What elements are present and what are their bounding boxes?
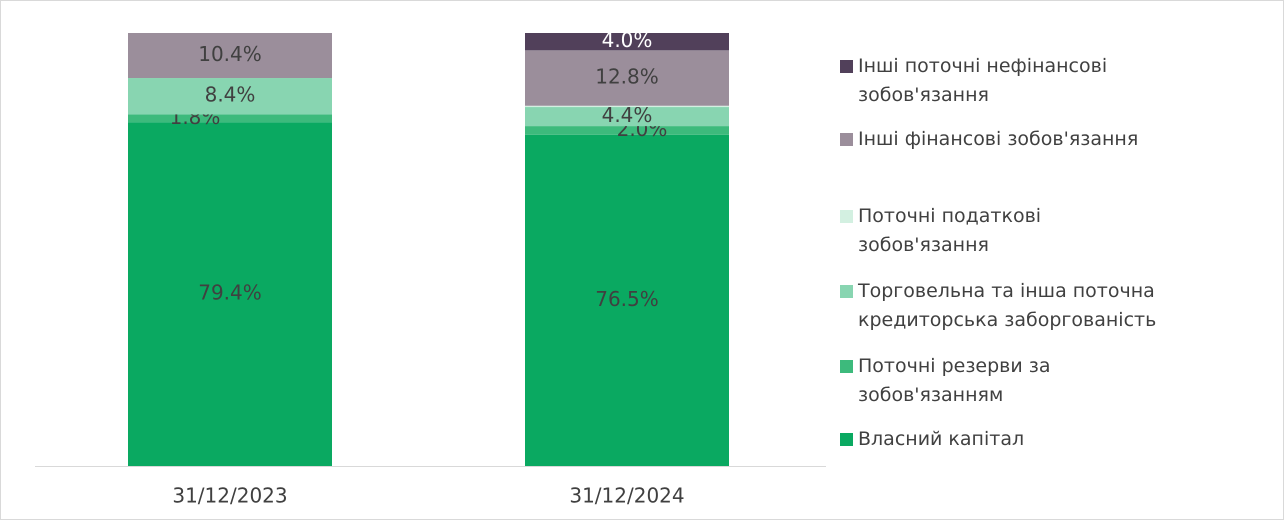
legend-entry: Власний капітал: [840, 425, 1220, 454]
bar-segment: [128, 33, 332, 79]
legend-swatch: [840, 210, 853, 223]
bar-segment: [525, 126, 729, 135]
legend-swatch: [840, 285, 853, 298]
data-label: 4.4%: [602, 103, 653, 127]
data-label: 4.0%: [602, 28, 653, 52]
legend-swatch: [840, 133, 853, 146]
bar-segment: [128, 114, 332, 123]
legend-swatch: [840, 60, 853, 73]
legend-label: Торговельна та інша поточна кредиторська…: [858, 280, 1157, 331]
bar-segment: [525, 134, 729, 466]
data-label: 76.5%: [595, 287, 659, 311]
legend-entry: Поточні резерви за зобов'язанням: [840, 352, 1220, 410]
data-label: 79.4%: [198, 281, 262, 305]
legend-label: Поточні резерви за зобов'язанням: [858, 355, 1051, 406]
legend-label: Поточні податкові зобов'язання: [858, 205, 1042, 256]
bar-segment: [128, 122, 332, 466]
legend-entry: Інші поточні нефінансові зобов'язання: [840, 52, 1220, 110]
legend-swatch: [840, 360, 853, 373]
data-label: 8.4%: [205, 83, 256, 107]
bar-segment: [525, 33, 729, 51]
legend-entry: Інші фінансові зобов'язання: [840, 125, 1220, 154]
bar-segment: [525, 105, 729, 108]
legend-swatch: [840, 433, 853, 446]
bar-segment: [128, 78, 332, 115]
legend-entry: Торговельна та інша поточна кредиторська…: [840, 277, 1220, 335]
legend-label: Інші поточні нефінансові зобов'язання: [858, 55, 1108, 106]
bar-segment: [525, 107, 729, 127]
bar-segment: [525, 50, 729, 106]
legend-entry: Поточні податкові зобов'язання: [840, 202, 1220, 260]
x-tick-label: 31/12/2023: [172, 484, 287, 508]
x-tick-label: 31/12/2024: [569, 484, 684, 508]
data-label: 10.4%: [198, 42, 262, 66]
legend-label: Інші фінансові зобов'язання: [858, 128, 1139, 150]
legend-label: Власний капітал: [858, 428, 1025, 450]
data-label: 12.8%: [595, 65, 659, 89]
